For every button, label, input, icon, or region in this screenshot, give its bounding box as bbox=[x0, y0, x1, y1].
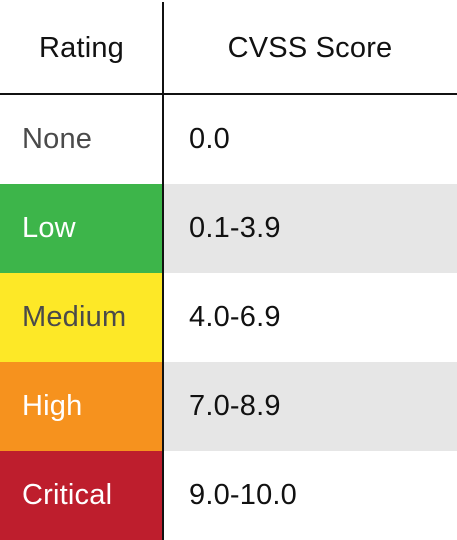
cvss-score-column-header: CVSS Score bbox=[227, 32, 393, 64]
score-cell-low: 0.1-3.9 bbox=[163, 184, 457, 273]
rating-cell-none: None bbox=[0, 95, 163, 184]
rating-column-header: Rating bbox=[38, 32, 125, 64]
score-cell-none: 0.0 bbox=[189, 123, 230, 155]
rating-cell-medium: Medium bbox=[0, 273, 163, 362]
score-cell-high: 7.0-8.9 bbox=[163, 362, 457, 451]
table-row-none: None 0.0 bbox=[0, 95, 457, 184]
rating-cell-high: High bbox=[0, 362, 163, 451]
table-row-low: Low 0.1-3.9 bbox=[0, 184, 457, 273]
rating-cell-low: Low bbox=[0, 184, 163, 273]
column-divider bbox=[162, 2, 164, 540]
score-cell-medium: 4.0-6.9 bbox=[189, 301, 281, 333]
score-cell-critical: 9.0-10.0 bbox=[189, 479, 298, 511]
rating-cell-critical: Critical bbox=[0, 451, 163, 540]
table-row-high: High 7.0-8.9 bbox=[0, 362, 457, 451]
table-row-medium: Medium 4.0-6.9 bbox=[0, 273, 457, 362]
table-row-critical: Critical 9.0-10.0 bbox=[0, 451, 457, 540]
table-header-row: Rating CVSS Score bbox=[0, 0, 457, 95]
